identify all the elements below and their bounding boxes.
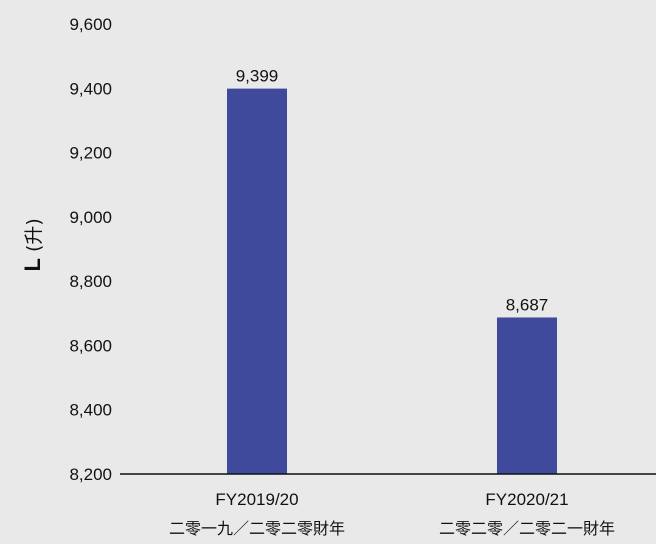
y-tick-label: 8,600 xyxy=(69,336,112,355)
y-axis-label: L xyxy=(20,258,45,271)
y-tick-label: 9,000 xyxy=(69,208,112,227)
x-tick-label-zh: 二零一九／二零二零財年 xyxy=(169,519,345,538)
x-tick-label-zh: 二零二零／二零二一財年 xyxy=(439,519,615,538)
y-axis-label-zh: (升) xyxy=(23,218,45,252)
bars xyxy=(227,88,557,474)
bar xyxy=(227,88,287,474)
y-tick-labels: 8,200 8,400 8,600 8,800 9,000 9,200 9,400 9,600 xyxy=(69,15,112,484)
y-axis-title: L (升) xyxy=(20,218,45,271)
y-tick-label: 9,400 xyxy=(69,79,112,98)
y-tick-label: 8,200 xyxy=(69,465,112,484)
x-tick-labels: FY2019/20 二零一九／二零二零財年 FY2020/21 二零二零／二零二一財年 xyxy=(169,490,615,538)
y-tick-label: 9,200 xyxy=(69,144,112,163)
y-tick-label: 8,400 xyxy=(69,401,112,420)
y-tick-label: 9,600 xyxy=(69,15,112,34)
bar-value-label: 9,399 xyxy=(236,67,279,86)
bar xyxy=(497,317,557,474)
x-tick-label: FY2019/20 xyxy=(215,490,298,509)
bar-value-label: 8,687 xyxy=(506,295,549,314)
y-tick-label: 8,800 xyxy=(69,272,112,291)
x-tick-label: FY2020/21 xyxy=(485,490,568,509)
value-labels: 9,399 8,687 xyxy=(236,67,549,315)
